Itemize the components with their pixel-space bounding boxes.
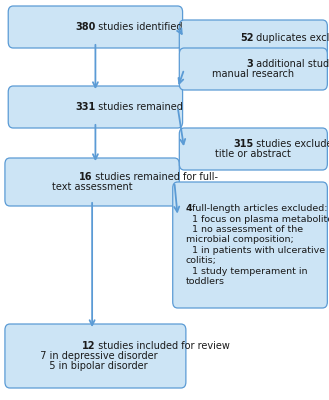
Text: microbial composition;: microbial composition; xyxy=(186,235,294,244)
FancyBboxPatch shape xyxy=(173,182,327,308)
Text: toddlers: toddlers xyxy=(186,277,225,286)
Text: 1 in patients with ulcerative: 1 in patients with ulcerative xyxy=(186,246,325,255)
Text: 16: 16 xyxy=(79,172,92,182)
Text: 3: 3 xyxy=(246,59,253,69)
Text: duplicates excluded: duplicates excluded xyxy=(253,33,329,43)
Text: studies remained: studies remained xyxy=(95,102,183,112)
Text: 4: 4 xyxy=(186,204,192,213)
Text: text assessment: text assessment xyxy=(52,182,133,192)
Text: 380: 380 xyxy=(75,22,95,32)
FancyBboxPatch shape xyxy=(5,324,186,388)
Text: studies remained for full-: studies remained for full- xyxy=(92,172,218,182)
Text: full-length articles excluded:: full-length articles excluded: xyxy=(189,204,327,213)
Text: 52: 52 xyxy=(240,33,253,43)
Text: studies identified: studies identified xyxy=(95,22,183,32)
Text: studies included for review: studies included for review xyxy=(95,340,230,350)
Text: manual research: manual research xyxy=(212,69,294,79)
Text: 12: 12 xyxy=(82,340,95,350)
FancyBboxPatch shape xyxy=(5,158,179,206)
Text: 1 focus on plasma metabolite;: 1 focus on plasma metabolite; xyxy=(186,214,329,224)
Text: 7 in depressive disorder: 7 in depressive disorder xyxy=(34,351,157,361)
FancyBboxPatch shape xyxy=(8,6,183,48)
Text: 1 study temperament in: 1 study temperament in xyxy=(186,266,307,276)
FancyBboxPatch shape xyxy=(179,20,327,56)
FancyBboxPatch shape xyxy=(179,48,327,90)
FancyBboxPatch shape xyxy=(179,128,327,170)
Text: additional studies identified by: additional studies identified by xyxy=(253,59,329,69)
Text: title or abstract: title or abstract xyxy=(215,149,291,159)
FancyBboxPatch shape xyxy=(8,86,183,128)
Text: 331: 331 xyxy=(75,102,95,112)
Text: studies excluded based on: studies excluded based on xyxy=(253,139,329,149)
Text: 1 no assessment of the: 1 no assessment of the xyxy=(186,225,303,234)
Text: 5 in bipolar disorder: 5 in bipolar disorder xyxy=(43,362,148,371)
Text: colitis;: colitis; xyxy=(186,256,217,265)
Text: 315: 315 xyxy=(233,139,253,149)
